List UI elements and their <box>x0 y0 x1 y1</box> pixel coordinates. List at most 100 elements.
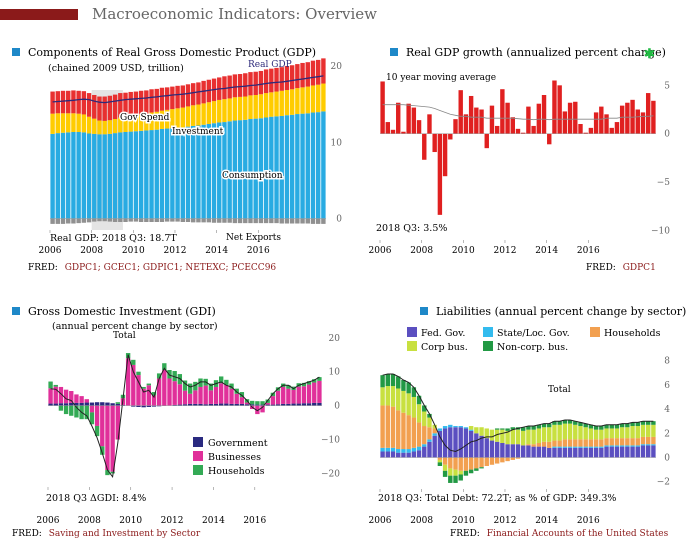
liab-bar <box>573 447 578 458</box>
liab-bar <box>567 446 573 448</box>
growth-bar <box>531 125 536 134</box>
gdp-growth-panel: Real GDP growth (annualized percent chan… <box>369 46 671 273</box>
liab-bar <box>635 446 640 458</box>
gdp-bar <box>269 116 274 219</box>
gdi-bar <box>131 364 136 406</box>
gdi-bar <box>53 403 58 406</box>
gdi-bar <box>89 412 95 425</box>
gdi-bar <box>167 370 172 379</box>
liab-bar <box>640 444 646 446</box>
growth-bar <box>500 89 505 134</box>
gdp-bar <box>164 218 170 222</box>
gdp-bar <box>71 90 76 114</box>
growth-source-prefix: FRED: <box>586 263 616 273</box>
gdp-bar <box>107 95 113 121</box>
liab-source-prefix: FRED: <box>450 529 480 539</box>
growth-ytick-label: −10 <box>651 226 670 236</box>
gdp-bar <box>263 69 269 94</box>
growth-bar <box>494 125 500 134</box>
gdi-bar <box>244 404 250 406</box>
gdp-bar <box>102 134 107 219</box>
liab-ytick-label: 8 <box>664 357 670 367</box>
liab-ytick-label: 6 <box>664 381 670 391</box>
liab-bar <box>604 424 609 429</box>
liab-bar <box>396 388 401 411</box>
gdi-bar <box>312 402 317 406</box>
gdp-bar <box>180 107 185 128</box>
gdi-bar <box>213 386 219 404</box>
gdp-bar <box>211 218 217 223</box>
gdi-bar <box>182 390 188 405</box>
liab-bar <box>640 436 646 445</box>
gdi-bar <box>203 385 208 405</box>
liab-bar <box>635 438 640 446</box>
gdp-bar <box>123 116 128 132</box>
growth-note: 2018 Q3: 3.5% <box>376 223 447 234</box>
gdp-bar <box>50 91 55 114</box>
gdi-bar <box>63 389 69 404</box>
liab-bar <box>463 428 469 458</box>
liab-bar <box>604 445 609 447</box>
gdp-ytick-label: 20 <box>331 62 343 72</box>
gdi-legend-swatch-government <box>193 437 203 447</box>
liab-bar <box>604 446 609 458</box>
liab-bar <box>411 387 417 397</box>
gdp-bar <box>263 218 269 224</box>
gdi-bar <box>131 405 136 407</box>
growth-bar <box>588 127 594 134</box>
gdi-bar <box>125 358 131 406</box>
gdi-bar <box>89 402 95 406</box>
gdp-bar <box>206 123 212 219</box>
liab-bar <box>510 444 515 458</box>
gdp-source-link[interactable]: GDPC1; GCEC1; GDPIC1; NETEXC; PCECC96 <box>65 263 277 273</box>
growth-bar <box>427 114 432 134</box>
liab-bar <box>474 433 479 458</box>
growth-xtick-label: 2012 <box>494 246 517 256</box>
gdi-bar <box>110 405 115 472</box>
gdp-bar <box>289 218 295 224</box>
gdp-bar <box>118 218 123 222</box>
liab-bar <box>489 457 495 465</box>
gdi-bar <box>198 403 203 406</box>
liab-bar <box>468 429 474 431</box>
liab-bar <box>531 429 536 445</box>
growth-source-link[interactable]: GDPC1 <box>623 263 656 273</box>
gdi-bar <box>156 373 162 379</box>
growth-bar <box>437 133 443 215</box>
liab-bar <box>448 427 453 458</box>
growth-bar <box>547 133 552 145</box>
gdi-bar <box>100 446 105 455</box>
liab-bar <box>557 447 562 458</box>
liab-bar <box>547 427 552 442</box>
gdp-bar <box>123 131 128 219</box>
gdp-bar <box>66 218 71 224</box>
liab-bar <box>500 457 505 463</box>
gdp-bar <box>170 86 175 110</box>
gdi-bar <box>275 390 281 405</box>
growth-bar <box>484 133 489 149</box>
liab-bar <box>463 470 469 476</box>
gdi-bar <box>296 403 301 406</box>
liab-bar <box>583 439 588 447</box>
gdi-bar <box>105 405 110 471</box>
gdp-bar <box>123 218 128 222</box>
liab-bar <box>609 424 614 429</box>
growth-bar <box>416 120 422 134</box>
growth-bar <box>401 131 406 134</box>
gdi-bar <box>141 405 146 408</box>
liab-bar <box>651 421 656 425</box>
liab-bar <box>526 429 531 445</box>
gdp-bar <box>274 67 279 92</box>
gdp-xtick-label: 2012 <box>164 246 187 256</box>
gdp-bar <box>170 109 175 129</box>
gdi-source-link[interactable]: Saving and Investment by Sector <box>49 529 201 539</box>
gdi-bar <box>229 388 234 404</box>
gdp-bar <box>128 218 133 222</box>
gdp-bar <box>217 99 222 123</box>
liab-legend-swatch-households <box>590 327 600 337</box>
gdp-bar <box>107 120 113 134</box>
growth-star-icon[interactable]: ✱ <box>644 47 655 62</box>
gdi-ytick-label: 10 <box>329 368 341 378</box>
gdi-bar <box>208 383 214 391</box>
liab-source-link[interactable]: Financial Accounts of the United States <box>487 529 669 539</box>
